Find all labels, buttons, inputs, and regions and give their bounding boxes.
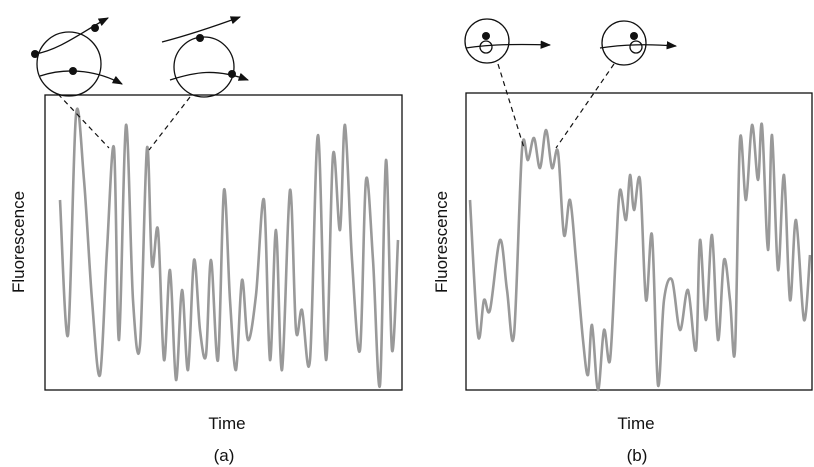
molecule-schematic bbox=[464, 18, 678, 66]
y-axis-label: Fluorescence bbox=[9, 191, 28, 293]
fluorescence-trace bbox=[58, 107, 400, 389]
dashed-connector bbox=[497, 63, 525, 149]
x-axis-label: Time bbox=[208, 414, 245, 433]
x-axis-label: Time bbox=[617, 414, 654, 433]
fluorescence-trace bbox=[468, 122, 812, 392]
dashed-connector bbox=[57, 93, 110, 149]
plot-frame bbox=[44, 94, 403, 391]
molecule-schematic bbox=[31, 16, 249, 98]
panel-caption: (b) bbox=[627, 446, 648, 465]
plot-frame bbox=[465, 92, 813, 391]
dashed-connector bbox=[148, 96, 191, 151]
dashed-connector bbox=[555, 63, 615, 149]
y-axis-label: Fluorescence bbox=[432, 191, 451, 293]
panel-caption: (a) bbox=[214, 446, 235, 465]
